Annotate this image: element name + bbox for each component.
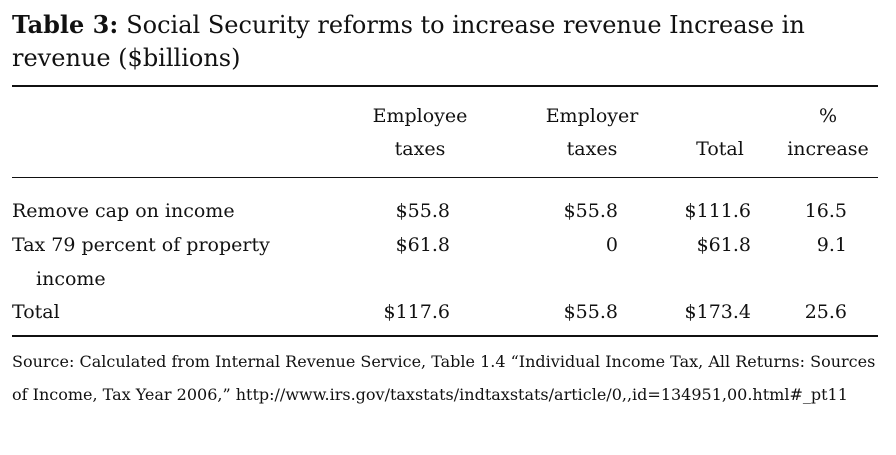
- header-employee-line2: taxes: [394, 138, 446, 160]
- cell-total: $61.8: [696, 234, 751, 256]
- cell-employee: $117.6: [383, 301, 450, 323]
- row-label-continuation: income: [36, 268, 106, 290]
- cell-employee: $61.8: [395, 234, 450, 256]
- bottom-rule: [12, 335, 878, 337]
- row-label: Tax 79 percent of property: [12, 234, 270, 256]
- source-note: Source: Calculated from Internal Revenue…: [12, 352, 876, 404]
- header-percent-line1: %: [818, 105, 838, 127]
- cell-total: $173.4: [684, 301, 751, 323]
- header-employer-line2: taxes: [566, 138, 618, 160]
- cell-employer: 0: [605, 234, 618, 256]
- cell-percent: 25.6: [804, 301, 847, 323]
- header-percent-line2: increase: [787, 138, 869, 160]
- row-label: Remove cap on income: [12, 200, 235, 222]
- cell-employee: $55.8: [395, 200, 450, 222]
- top-rule: [12, 85, 878, 87]
- cell-total: $111.6: [684, 200, 751, 222]
- cell-employer: $55.8: [563, 200, 618, 222]
- table-title: Social Security reforms to increase reve…: [12, 11, 805, 72]
- row-label: Total: [12, 301, 60, 323]
- header-total-line2: Total: [696, 138, 744, 160]
- header-employer-line1: Employer: [545, 105, 639, 127]
- cell-percent: 9.1: [816, 234, 847, 256]
- header-rule: [12, 177, 878, 178]
- header-employee-line1: Employee: [372, 105, 468, 127]
- cell-percent: 16.5: [804, 200, 847, 222]
- cell-employer: $55.8: [563, 301, 618, 323]
- table-number-label: Table 3:: [12, 10, 119, 39]
- table-caption: Table 3: Social Security reforms to incre…: [12, 8, 882, 75]
